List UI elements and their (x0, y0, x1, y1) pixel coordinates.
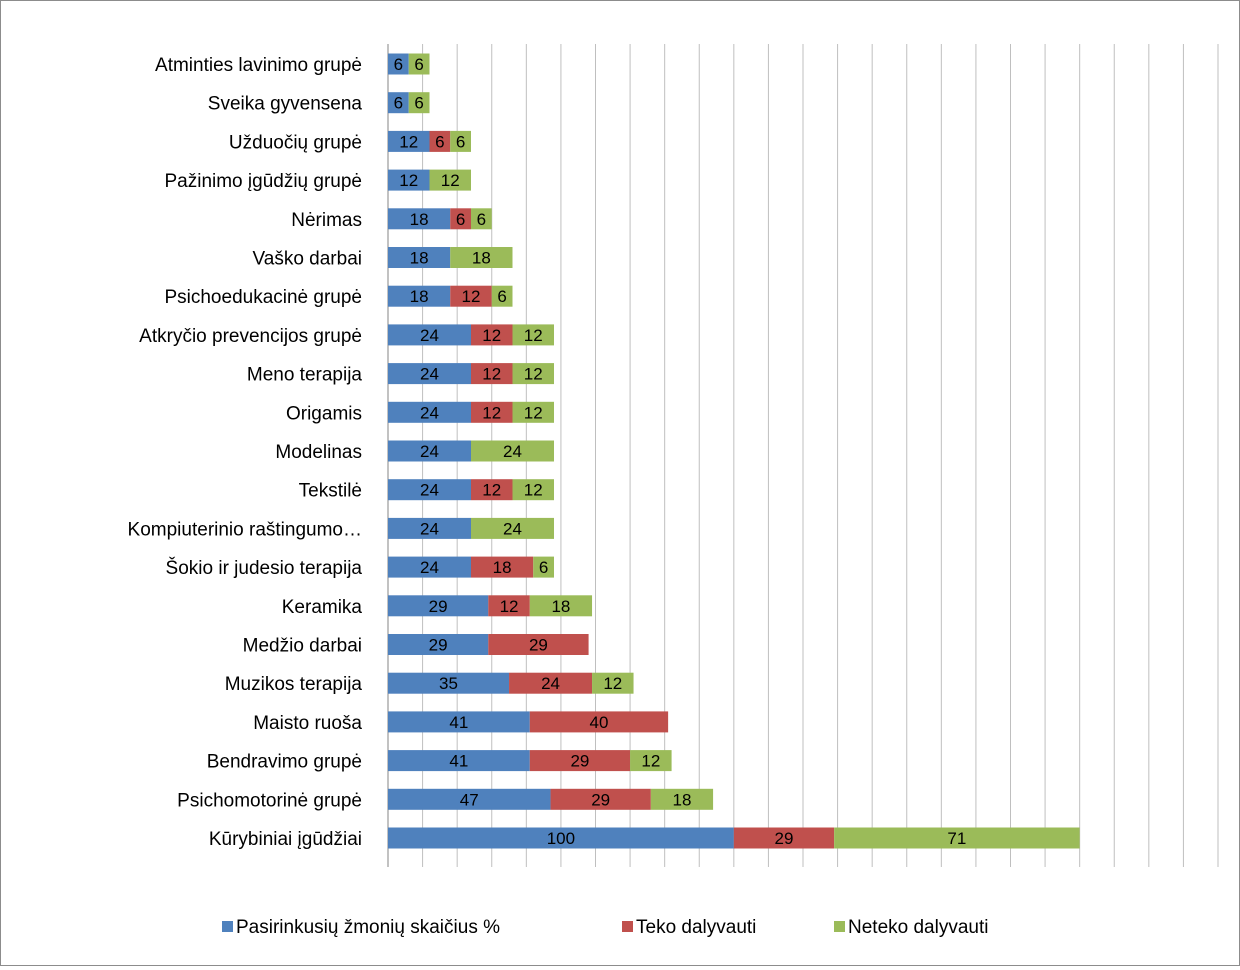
data-label: 29 (570, 752, 589, 771)
category-label: Origamis (286, 403, 362, 424)
data-label: 24 (420, 403, 439, 422)
data-label: 18 (493, 558, 512, 577)
data-label: 24 (420, 519, 439, 538)
data-label: 12 (482, 403, 501, 422)
legend-label: Neteko dalyvauti (848, 917, 988, 938)
data-label: 29 (591, 790, 610, 809)
data-label: 24 (420, 365, 439, 384)
data-label: 12 (462, 287, 481, 306)
category-label: Psichoedukacinė grupė (164, 287, 362, 308)
legend-swatch (834, 921, 845, 932)
category-labels: Atminties lavinimo grupė Sveika gyvensena… (128, 55, 363, 850)
category-label: Pažinimo įgūdžių grupė (164, 171, 362, 192)
data-label: 12 (641, 752, 660, 771)
data-label: 12 (399, 171, 418, 190)
data-label: 12 (500, 597, 519, 616)
data-label: 12 (603, 674, 622, 693)
data-label: 12 (441, 171, 460, 190)
category-label: Kūrybiniai įgūdžiai (209, 829, 362, 850)
legend: Pasirinkusių žmonių skaičius % Teko dalyv… (222, 917, 988, 938)
data-label: 35 (439, 674, 458, 693)
data-label: 6 (414, 94, 423, 113)
data-label: 12 (524, 481, 543, 500)
category-label: Kompiuterinio raštingumo… (128, 519, 362, 540)
data-label: 6 (477, 210, 486, 229)
data-label: 18 (672, 790, 691, 809)
data-label: 6 (497, 287, 506, 306)
category-label: Muzikos terapija (225, 674, 363, 695)
category-label: Psichomotorinė grupė (177, 790, 362, 811)
data-label: 6 (456, 132, 465, 151)
category-label: Maisto ruoša (253, 713, 362, 734)
category-label: Sveika gyvensena (208, 94, 363, 115)
data-label: 41 (449, 752, 468, 771)
category-label: Atminties lavinimo grupė (155, 55, 362, 76)
data-label: 6 (435, 132, 444, 151)
data-label: 24 (503, 442, 522, 461)
data-label: 12 (482, 326, 501, 345)
data-label: 29 (775, 829, 794, 848)
legend-label: Pasirinkusių žmonių skaičius % (236, 917, 500, 938)
data-label: 41 (449, 713, 468, 732)
data-label: 6 (456, 210, 465, 229)
data-label: 24 (503, 519, 522, 538)
data-label: 100 (547, 829, 575, 848)
data-label: 24 (420, 442, 439, 461)
data-label: 12 (524, 403, 543, 422)
data-label: 71 (947, 829, 966, 848)
category-label: Bendravimo grupė (207, 752, 362, 773)
data-label: 29 (429, 597, 448, 616)
data-label: 24 (420, 558, 439, 577)
data-label: 29 (429, 636, 448, 655)
category-label: Modelinas (275, 442, 362, 463)
category-label: Atkryčio prevencijos grupė (139, 326, 362, 347)
data-label: 47 (460, 790, 479, 809)
data-label: 40 (589, 713, 608, 732)
data-label: 24 (420, 481, 439, 500)
category-label: Medžio darbai (243, 636, 362, 657)
data-label: 18 (410, 249, 429, 268)
legend-swatch (222, 921, 233, 932)
data-label: 6 (394, 55, 403, 74)
category-label: Šokio ir judesio terapija (166, 557, 363, 579)
data-label: 6 (539, 558, 548, 577)
category-label: Meno terapija (247, 365, 363, 386)
data-label: 18 (410, 287, 429, 306)
data-label: 12 (524, 326, 543, 345)
data-label: 6 (394, 94, 403, 113)
legend-label: Teko dalyvauti (636, 917, 756, 938)
data-label: 12 (524, 365, 543, 384)
data-label: 12 (482, 481, 501, 500)
data-label: 18 (551, 597, 570, 616)
category-label: Vaško darbai (253, 249, 363, 270)
data-label: 18 (472, 249, 491, 268)
category-label: Tekstilė (299, 481, 362, 502)
data-label: 18 (410, 210, 429, 229)
data-label: 24 (541, 674, 560, 693)
category-label: Nėrimas (291, 210, 362, 231)
category-label: Keramika (282, 597, 363, 618)
data-label: 12 (399, 132, 418, 151)
data-label: 29 (529, 636, 548, 655)
data-label: 24 (420, 326, 439, 345)
data-label: 6 (414, 55, 423, 74)
category-label: Užduočių grupė (229, 132, 362, 153)
legend-swatch (622, 921, 633, 932)
data-label: 12 (482, 365, 501, 384)
